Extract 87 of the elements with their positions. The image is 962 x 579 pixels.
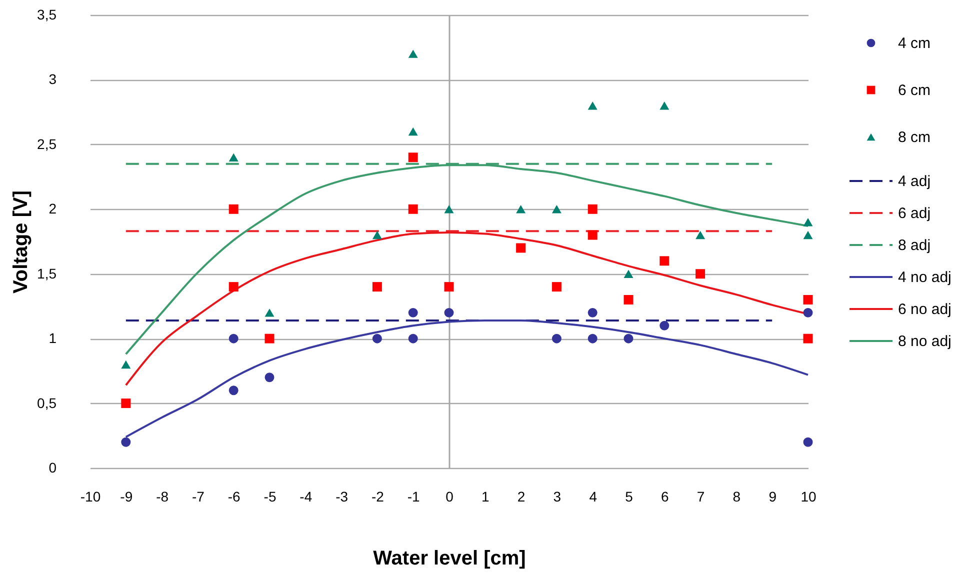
point xyxy=(408,127,418,136)
point xyxy=(228,282,238,292)
point xyxy=(624,295,634,304)
x-tick-label: -6 xyxy=(228,488,241,504)
point xyxy=(228,153,238,162)
point xyxy=(552,282,562,292)
point xyxy=(228,334,238,344)
point xyxy=(624,334,634,344)
point xyxy=(588,101,598,110)
x-tick-label: -9 xyxy=(120,488,133,504)
x-tick-label: -10 xyxy=(80,488,101,504)
point xyxy=(372,230,382,240)
legend-label: 6 no adj xyxy=(898,301,952,318)
legend-label: 4 no adj xyxy=(898,269,952,286)
x-tick-label: -2 xyxy=(371,488,384,504)
point xyxy=(588,230,598,240)
point xyxy=(372,282,382,292)
legend-label: 6 cm xyxy=(898,82,931,99)
point xyxy=(588,204,598,214)
point xyxy=(408,50,418,58)
x-tick-label: 1 xyxy=(482,488,490,504)
point xyxy=(660,320,670,330)
point xyxy=(408,308,418,318)
legend-label: 8 cm xyxy=(898,129,931,146)
point xyxy=(803,334,813,344)
x-tick-label: 2 xyxy=(517,488,526,504)
point xyxy=(408,152,418,162)
y-tick-label: 0,5 xyxy=(37,394,57,411)
x-tick-label: 0 xyxy=(446,488,454,504)
point xyxy=(121,398,131,408)
point xyxy=(121,360,131,369)
legend-label: 8 no adj xyxy=(898,333,952,350)
x-axis-title: Water level [cm] xyxy=(373,548,526,570)
point xyxy=(803,308,813,318)
y-tick-label: 1,5 xyxy=(37,265,57,282)
y-tick-label: 2 xyxy=(48,200,57,217)
point xyxy=(444,205,454,214)
point xyxy=(803,230,813,240)
legend-label: 6 adj xyxy=(898,205,931,222)
point xyxy=(660,101,670,110)
x-tick-label: -5 xyxy=(264,488,276,504)
y-tick-label: 2,5 xyxy=(37,136,57,152)
y-tick-label: 3,5 xyxy=(37,6,57,22)
x-tick-label: 8 xyxy=(732,488,741,504)
point xyxy=(803,437,813,447)
point xyxy=(696,269,706,279)
point xyxy=(228,204,238,214)
x-tick-label: -7 xyxy=(192,488,205,504)
legend-label: 8 adj xyxy=(898,237,931,254)
x-tick-label: 7 xyxy=(696,488,705,504)
x-tick-label: -4 xyxy=(300,488,312,504)
y-tick-label: 3 xyxy=(48,71,57,88)
x-tick-label: 5 xyxy=(625,488,634,504)
point xyxy=(264,372,274,382)
x-tick-label: 3 xyxy=(553,488,562,504)
point xyxy=(264,334,274,344)
point xyxy=(803,295,813,304)
y-tick-label: 0 xyxy=(48,460,57,476)
y-tick-label: 1 xyxy=(48,330,57,346)
legend-label: 4 cm xyxy=(898,35,931,52)
x-tick-label: -8 xyxy=(156,488,169,504)
point xyxy=(121,437,131,447)
point xyxy=(660,256,670,266)
point xyxy=(588,308,598,318)
point xyxy=(372,334,382,344)
point xyxy=(444,282,454,292)
x-tick-label: 4 xyxy=(589,488,598,504)
point xyxy=(552,205,562,214)
point xyxy=(803,218,813,226)
point xyxy=(588,334,598,344)
point xyxy=(624,270,634,278)
x-tick-label: 6 xyxy=(661,488,669,504)
point xyxy=(228,386,238,396)
point xyxy=(696,230,706,240)
point xyxy=(444,308,454,318)
legend-label: 4 adj xyxy=(898,173,931,190)
x-tick-label: 9 xyxy=(768,488,777,504)
point xyxy=(516,205,526,214)
point xyxy=(264,308,274,317)
y-axis-title: Voltage [V] xyxy=(10,190,32,294)
x-tick-label: 10 xyxy=(800,488,816,504)
point xyxy=(408,334,418,344)
point xyxy=(516,243,526,253)
x-tick-label: -1 xyxy=(407,488,420,504)
x-tick-label: -3 xyxy=(336,488,348,504)
point xyxy=(408,204,418,214)
point xyxy=(552,334,562,344)
